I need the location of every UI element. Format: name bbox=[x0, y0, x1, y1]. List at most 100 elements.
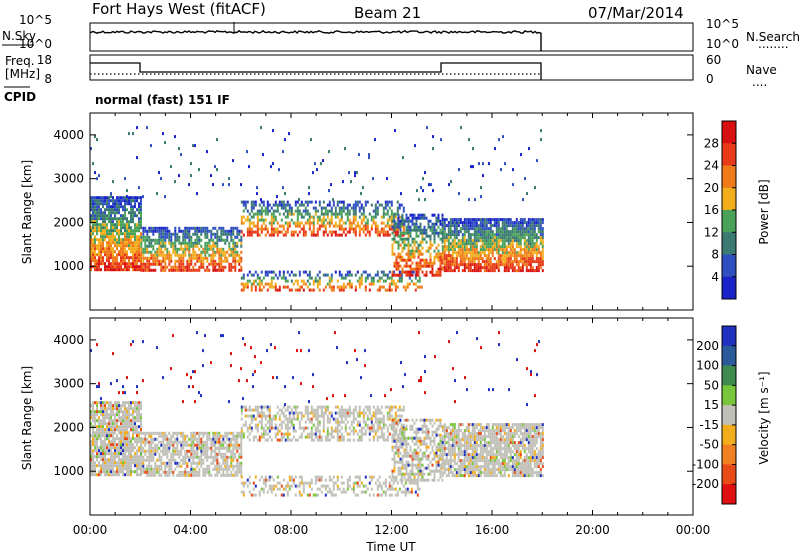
data-cell bbox=[246, 285, 249, 289]
data-cell bbox=[342, 435, 345, 439]
data-cell bbox=[322, 273, 325, 277]
data-cell bbox=[408, 282, 411, 286]
data-cell bbox=[270, 206, 273, 210]
data-cell bbox=[92, 162, 94, 166]
data-cell bbox=[210, 244, 213, 248]
data-cell bbox=[118, 268, 120, 272]
data-cell bbox=[240, 256, 243, 260]
data-cell bbox=[463, 260, 466, 264]
data-cell bbox=[328, 279, 331, 283]
data-cell bbox=[451, 257, 454, 261]
data-cell bbox=[140, 199, 142, 203]
data-cell bbox=[304, 408, 307, 412]
data-cell bbox=[481, 227, 484, 231]
data-cell bbox=[182, 229, 185, 233]
data-cell bbox=[214, 431, 217, 435]
data-cell bbox=[118, 235, 120, 239]
data-cell bbox=[236, 226, 239, 230]
data-cell bbox=[118, 223, 120, 227]
data-cell bbox=[214, 458, 217, 462]
data-cell bbox=[224, 440, 227, 444]
data-cell bbox=[116, 205, 118, 209]
data-cell bbox=[308, 215, 311, 219]
data-cell bbox=[451, 230, 454, 234]
data-cell bbox=[322, 405, 325, 409]
data-cell bbox=[310, 438, 313, 442]
data-cell bbox=[336, 224, 339, 228]
data-cell bbox=[174, 259, 177, 263]
data-cell bbox=[104, 262, 106, 266]
data-cell bbox=[176, 443, 179, 447]
data-cell bbox=[449, 227, 452, 231]
data-cell bbox=[224, 256, 227, 260]
data-cell bbox=[100, 253, 102, 257]
data-cell bbox=[499, 257, 502, 261]
data-cell bbox=[190, 244, 193, 248]
data-cell bbox=[92, 467, 94, 471]
data-cell bbox=[457, 221, 460, 225]
data-cell bbox=[348, 273, 351, 277]
data-cell bbox=[172, 247, 175, 251]
data-cell bbox=[391, 249, 394, 253]
data-cell bbox=[120, 404, 122, 408]
data-cell bbox=[116, 449, 118, 453]
data-cell bbox=[354, 405, 357, 409]
data-cell bbox=[216, 434, 219, 438]
data-cell bbox=[104, 247, 106, 251]
data-cell bbox=[415, 267, 418, 271]
data-cell bbox=[222, 455, 225, 459]
data-cell bbox=[284, 138, 286, 142]
data-cell bbox=[405, 225, 408, 229]
data-cell bbox=[242, 215, 245, 219]
data-cell bbox=[505, 254, 508, 258]
data-cell bbox=[374, 414, 377, 418]
data-cell bbox=[471, 227, 474, 231]
data-cell bbox=[108, 443, 110, 447]
data-cell bbox=[451, 221, 454, 225]
data-cell bbox=[182, 268, 185, 272]
data-cell bbox=[493, 224, 496, 228]
data-cell bbox=[350, 420, 353, 424]
data-cell bbox=[300, 227, 303, 231]
data-cell bbox=[358, 276, 361, 280]
data-cell bbox=[162, 470, 165, 474]
data-cell bbox=[98, 461, 100, 465]
data-cell bbox=[144, 262, 147, 266]
data-cell bbox=[515, 218, 518, 222]
data-cell bbox=[150, 262, 153, 266]
data-cell bbox=[116, 461, 118, 465]
data-cell bbox=[328, 420, 331, 424]
data-cell bbox=[136, 253, 138, 257]
data-cell bbox=[503, 242, 506, 246]
data-cell bbox=[306, 417, 309, 421]
data-cell bbox=[314, 432, 317, 436]
data-cell bbox=[168, 235, 171, 239]
data-cell bbox=[511, 245, 514, 249]
data-cell bbox=[90, 208, 92, 212]
data-cell bbox=[284, 426, 287, 430]
data-cell bbox=[130, 217, 132, 221]
data-cell bbox=[453, 239, 456, 243]
data-cell bbox=[170, 458, 173, 462]
data-cell bbox=[344, 212, 347, 216]
data-cell bbox=[284, 233, 287, 237]
data-cell bbox=[92, 205, 94, 209]
data-cell bbox=[220, 455, 223, 459]
data-cell bbox=[300, 221, 303, 225]
data-cell bbox=[523, 230, 526, 234]
data-cell bbox=[346, 414, 349, 418]
data-cell bbox=[334, 411, 337, 415]
data-cell bbox=[134, 422, 136, 426]
data-cell bbox=[286, 285, 289, 289]
data-cell bbox=[356, 221, 359, 225]
data-cell bbox=[94, 135, 96, 139]
data-cell bbox=[198, 265, 201, 269]
data-cell bbox=[268, 203, 271, 207]
data-cell bbox=[108, 461, 110, 465]
data-cell bbox=[268, 209, 271, 213]
data-cell bbox=[316, 423, 319, 427]
data-cell bbox=[505, 245, 508, 249]
data-cell bbox=[122, 241, 124, 245]
data-cell bbox=[326, 203, 329, 207]
data-cell bbox=[214, 440, 217, 444]
